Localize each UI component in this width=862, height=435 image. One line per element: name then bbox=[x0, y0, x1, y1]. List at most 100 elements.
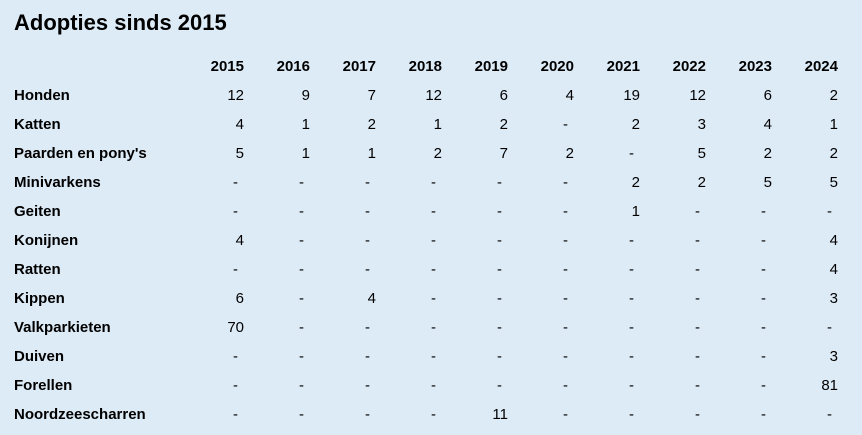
table-cell: 2 bbox=[565, 145, 574, 162]
year-column-header: 2023 bbox=[738, 57, 772, 75]
table-cell: 1 bbox=[301, 116, 310, 133]
table-cell: 7 bbox=[367, 87, 376, 104]
table-cell: 5 bbox=[763, 174, 772, 191]
row-label: Ratten bbox=[14, 261, 61, 278]
table-cell: 12 bbox=[689, 87, 706, 104]
table-cell: - bbox=[365, 203, 370, 220]
table-row: Honden 12 9 7 12 6 4 19 12 6 2 bbox=[14, 81, 838, 110]
table-cell: 1 bbox=[631, 203, 640, 220]
table-cell: 4 bbox=[829, 232, 838, 249]
table-cell: - bbox=[497, 261, 502, 278]
table-cell: - bbox=[761, 232, 766, 249]
table-cell: 5 bbox=[697, 145, 706, 162]
table-cell: - bbox=[629, 290, 634, 307]
table-cell: - bbox=[761, 290, 766, 307]
table-row: Konijnen 4 - - - - - - - - 4 bbox=[14, 226, 838, 255]
table-cell: - bbox=[629, 261, 634, 278]
table-cell: - bbox=[563, 174, 568, 191]
year-header-row: 2015 2016 2017 2018 2019 2020 2021 2022 2023 2024 bbox=[14, 51, 838, 81]
table-cell: - bbox=[497, 377, 502, 394]
year-column-header: 2016 bbox=[276, 57, 310, 75]
table-cell: 2 bbox=[829, 87, 838, 104]
table-cell: - bbox=[365, 348, 370, 365]
table-cell: - bbox=[827, 203, 832, 220]
table-row: Paarden en pony's 5 1 1 2 7 2-5 2 2 bbox=[14, 139, 838, 168]
table-cell: 2 bbox=[697, 174, 706, 191]
table-cell: 2 bbox=[829, 145, 838, 162]
table-cell: 6 bbox=[763, 87, 772, 104]
year-column-header: 2022 bbox=[672, 57, 706, 75]
table-cell: 9 bbox=[301, 87, 310, 104]
table-cell: 5 bbox=[829, 174, 838, 191]
table-cell: - bbox=[299, 319, 304, 336]
table-cell: - bbox=[233, 377, 238, 394]
row-label: Katten bbox=[14, 116, 61, 133]
table-cell: 1 bbox=[829, 116, 838, 133]
table-cell: - bbox=[431, 232, 436, 249]
row-label: Kippen bbox=[14, 290, 65, 307]
table-cell: - bbox=[629, 319, 634, 336]
table-cell: - bbox=[695, 319, 700, 336]
table-cell: - bbox=[761, 319, 766, 336]
table-cell: - bbox=[497, 319, 502, 336]
table-cell: 4 bbox=[367, 290, 376, 307]
table-cell: - bbox=[497, 232, 502, 249]
table-cell: 2 bbox=[763, 145, 772, 162]
table-cell: - bbox=[563, 116, 568, 133]
table-cell: - bbox=[563, 261, 568, 278]
table-cell: - bbox=[761, 406, 766, 423]
row-label: Forellen bbox=[14, 377, 73, 394]
table-row: Forellen - - - - - - - - - 81 bbox=[14, 371, 838, 400]
table-cell: - bbox=[629, 145, 634, 162]
table-cell: 3 bbox=[697, 116, 706, 133]
table-cell: - bbox=[299, 261, 304, 278]
table-cell: 2 bbox=[367, 116, 376, 133]
row-label: Paarden en pony's bbox=[14, 145, 147, 162]
year-column-header: 2020 bbox=[540, 57, 574, 75]
table-cell: - bbox=[233, 406, 238, 423]
table-cell: 6 bbox=[499, 87, 508, 104]
table-cell: 2 bbox=[499, 116, 508, 133]
table-header: 2015 2016 2017 2018 2019 2020 2021 2022 2023 2024 bbox=[14, 51, 838, 81]
table-row: Minivarkens - - - - - - 2 2 5 5 bbox=[14, 168, 838, 197]
table-cell: - bbox=[695, 261, 700, 278]
year-column-header: 2021 bbox=[606, 57, 640, 75]
table-cell: - bbox=[695, 203, 700, 220]
table-cell: - bbox=[299, 232, 304, 249]
table-cell: - bbox=[365, 261, 370, 278]
table-cell: - bbox=[365, 319, 370, 336]
table-body: Honden 12 9 7 12 6 4 19 12 6 2 Katten 4 1 2 1 2-2 3 4 1 Paar… bbox=[14, 81, 838, 429]
table-cell: - bbox=[431, 261, 436, 278]
row-label: Honden bbox=[14, 87, 70, 104]
table-cell: 4 bbox=[235, 232, 244, 249]
table-cell: - bbox=[497, 348, 502, 365]
table-cell: - bbox=[563, 290, 568, 307]
year-column-header: 2018 bbox=[408, 57, 442, 75]
table-cell: - bbox=[233, 174, 238, 191]
year-column-header: 2024 bbox=[804, 57, 838, 75]
table-cell: - bbox=[431, 174, 436, 191]
table-cell: 2 bbox=[631, 174, 640, 191]
table-cell: - bbox=[827, 406, 832, 423]
table-row: Ratten - - - - - - - - - 4 bbox=[14, 255, 838, 284]
row-label: Noordzeescharren bbox=[14, 406, 146, 423]
table-cell: - bbox=[695, 377, 700, 394]
table-cell: - bbox=[431, 319, 436, 336]
table-cell: - bbox=[233, 203, 238, 220]
table-row: Geiten - - - - - - 1 - - - bbox=[14, 197, 838, 226]
table-cell: 1 bbox=[433, 116, 442, 133]
table-cell: 4 bbox=[565, 87, 574, 104]
table-cell: - bbox=[233, 348, 238, 365]
table-cell: 4 bbox=[763, 116, 772, 133]
row-label: Geiten bbox=[14, 203, 61, 220]
table-cell: 1 bbox=[301, 145, 310, 162]
table-cell: - bbox=[233, 261, 238, 278]
table-cell: - bbox=[563, 319, 568, 336]
table-cell: - bbox=[695, 290, 700, 307]
table-cell: - bbox=[431, 348, 436, 365]
table-cell: - bbox=[497, 203, 502, 220]
table-cell: 12 bbox=[227, 87, 244, 104]
table-cell: - bbox=[299, 290, 304, 307]
table-row: Valkparkieten 70 - - - - - - - - - bbox=[14, 313, 838, 342]
